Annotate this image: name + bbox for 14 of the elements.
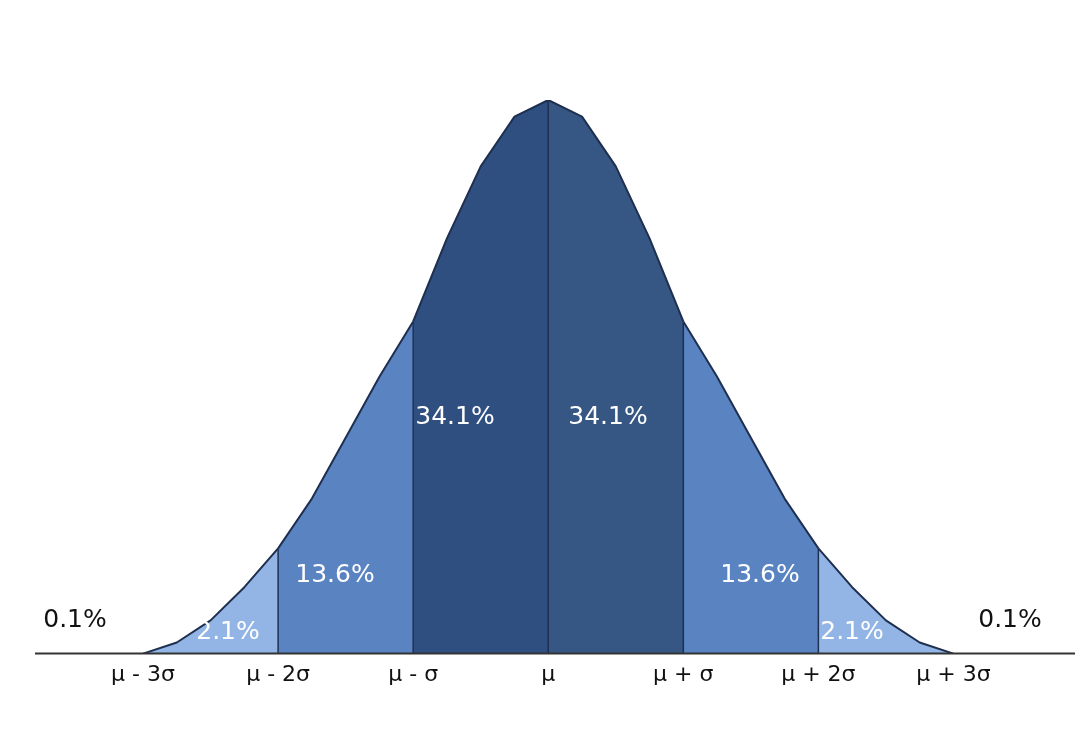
x-tick-label: μ + σ: [653, 660, 714, 686]
x-tick-label: μ + 3σ: [916, 660, 991, 686]
annotation: 2.1%: [820, 615, 884, 645]
annotation: 0.1%: [43, 603, 107, 633]
annotation: 13.6%: [720, 558, 800, 588]
x-tick-label: μ - 3σ: [111, 660, 176, 686]
x-tick-label: μ - σ: [388, 660, 439, 686]
annotation: 34.1%: [568, 400, 648, 430]
x-tick-label: μ - 2σ: [246, 660, 311, 686]
annotation: 34.1%: [415, 400, 495, 430]
annotation: 0.1%: [978, 603, 1042, 633]
x-tick-label: μ: [541, 660, 556, 686]
annotation: 13.6%: [295, 558, 375, 588]
x-tick-label: μ + 2σ: [781, 660, 856, 686]
